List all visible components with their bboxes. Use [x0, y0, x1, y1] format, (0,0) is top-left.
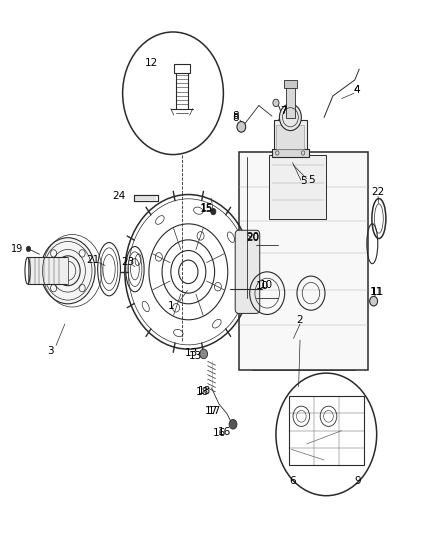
- Circle shape: [273, 99, 279, 107]
- Text: 2: 2: [297, 315, 304, 325]
- Bar: [276, 125, 304, 149]
- Text: 20: 20: [247, 232, 260, 242]
- Circle shape: [26, 246, 31, 252]
- Text: 4: 4: [353, 85, 360, 94]
- Text: 11: 11: [370, 287, 383, 297]
- Text: 11: 11: [371, 287, 384, 297]
- Text: 8: 8: [232, 114, 239, 123]
- Circle shape: [211, 208, 216, 215]
- Text: 5: 5: [308, 175, 315, 185]
- Text: 7: 7: [280, 106, 287, 116]
- Bar: [134, 195, 158, 201]
- Text: 13: 13: [189, 351, 202, 360]
- Circle shape: [237, 122, 246, 132]
- Text: 23: 23: [122, 257, 135, 267]
- Bar: [272, 149, 309, 157]
- Circle shape: [370, 296, 378, 306]
- Text: 10: 10: [255, 281, 268, 291]
- Text: 10: 10: [260, 280, 273, 290]
- Text: 16: 16: [213, 428, 226, 438]
- Text: 15: 15: [200, 204, 213, 214]
- Circle shape: [279, 104, 301, 131]
- Text: 18: 18: [198, 386, 211, 395]
- Text: 1: 1: [167, 302, 174, 311]
- FancyBboxPatch shape: [235, 230, 260, 313]
- Text: 15: 15: [201, 203, 213, 213]
- Bar: [286, 85, 295, 118]
- Text: 18: 18: [196, 387, 209, 397]
- Text: 21: 21: [87, 255, 100, 264]
- Bar: [284, 80, 297, 88]
- Text: 9: 9: [354, 477, 361, 486]
- Bar: [289, 396, 364, 465]
- Text: 8: 8: [232, 111, 239, 121]
- Text: 24: 24: [113, 191, 126, 201]
- Text: 17: 17: [205, 407, 218, 416]
- Bar: [274, 120, 307, 155]
- Bar: [28, 257, 68, 284]
- Text: 13: 13: [184, 349, 198, 358]
- Text: 17: 17: [208, 407, 221, 416]
- Text: 6: 6: [289, 477, 296, 486]
- Circle shape: [229, 419, 237, 429]
- Circle shape: [41, 238, 95, 304]
- FancyBboxPatch shape: [239, 152, 368, 370]
- Text: 19: 19: [11, 245, 23, 254]
- Text: 7: 7: [280, 106, 287, 116]
- Bar: [174, 64, 190, 73]
- Text: 3: 3: [47, 346, 54, 356]
- Text: 20: 20: [247, 233, 260, 243]
- Text: 4: 4: [353, 85, 360, 94]
- Text: 16: 16: [218, 427, 231, 437]
- Text: 5: 5: [300, 176, 307, 186]
- Circle shape: [200, 349, 208, 359]
- Bar: [269, 155, 326, 219]
- Bar: [135, 196, 156, 200]
- Bar: [134, 195, 158, 201]
- Text: 12: 12: [145, 58, 158, 68]
- Text: 22: 22: [371, 187, 385, 197]
